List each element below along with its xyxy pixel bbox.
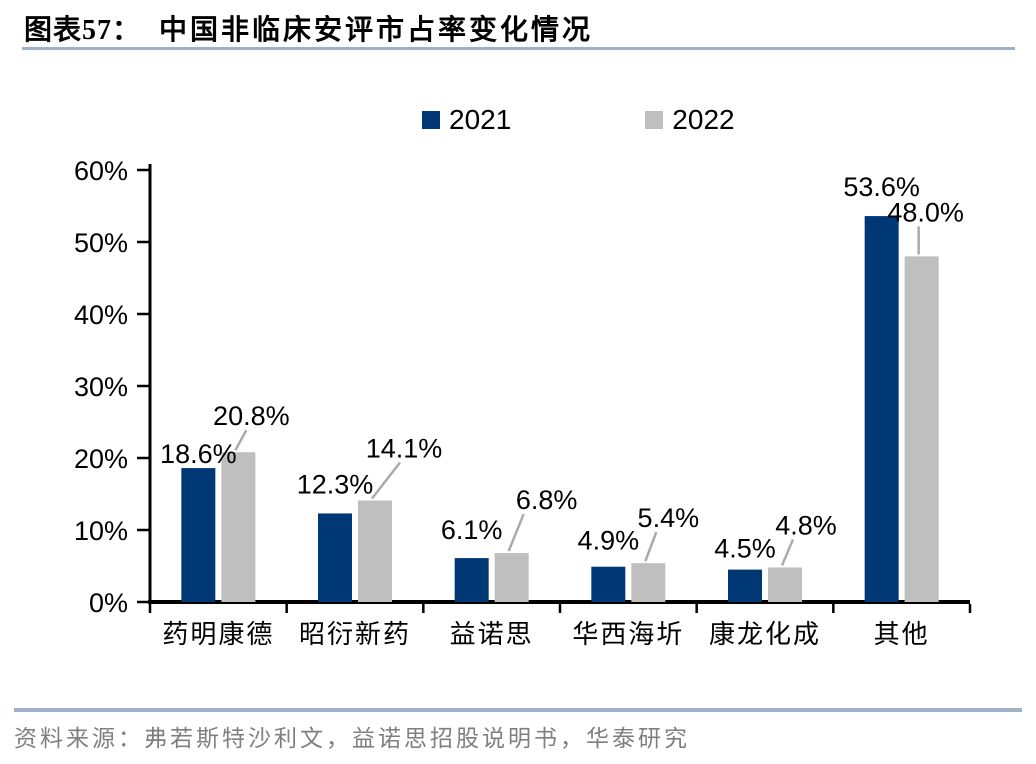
category-label-5: 其他 <box>874 619 930 649</box>
y-tick-label: 60% <box>74 156 128 186</box>
data-label-2021-3: 4.9% <box>578 526 640 556</box>
category-label-1: 昭衍新药 <box>299 619 411 649</box>
y-tick-label: 0% <box>89 588 128 618</box>
leader-line-1 <box>371 461 401 500</box>
data-label-2021-1: 12.3% <box>297 469 374 499</box>
y-tick-label: 50% <box>74 228 128 258</box>
legend-item-2021: 2021 <box>422 104 511 136</box>
data-label-2022-3: 5.4% <box>638 503 700 533</box>
legend-label-2021: 2021 <box>449 104 512 135</box>
data-label-2022-5: 48.0% <box>887 197 964 227</box>
y-tick-label: 30% <box>74 372 128 402</box>
category-label-4: 康龙化成 <box>709 619 821 649</box>
leader-line-3 <box>644 531 658 562</box>
data-label-2021-4: 4.5% <box>714 534 776 564</box>
leader-line-2 <box>507 513 525 552</box>
figure-label: 图表57： <box>24 15 142 46</box>
bar-2021-0 <box>181 468 216 602</box>
bar-2022-0 <box>221 452 256 602</box>
legend-item-2022: 2022 <box>645 104 735 136</box>
data-label-2022-0: 20.8% <box>213 401 290 431</box>
category-label-3: 华西海圻 <box>572 619 684 649</box>
bar-2022-5 <box>904 256 939 602</box>
data-label-2021-5: 53.6% <box>843 172 920 202</box>
data-label-2021-2: 6.1% <box>441 515 503 545</box>
figure-title-text: 中国非临床安评市占率变化情况 <box>159 15 594 46</box>
y-tick-label: 40% <box>74 300 128 330</box>
chart-legend: 2021 2022 <box>422 104 735 136</box>
bar-2022-3 <box>631 563 666 602</box>
data-label-2021-0: 18.6% <box>160 439 237 469</box>
category-label-0: 药明康德 <box>162 619 274 649</box>
title-divider <box>22 47 1015 50</box>
leader-line-0 <box>234 429 248 451</box>
bar-2021-1 <box>318 513 352 602</box>
leader-line-4 <box>780 538 795 566</box>
legend-label-2022: 2022 <box>672 104 735 135</box>
bar-2022-2 <box>494 553 529 602</box>
data-label-2022-1: 14.1% <box>366 433 443 463</box>
data-label-2022-4: 4.8% <box>775 510 837 540</box>
bar-2021-3 <box>591 566 626 602</box>
legend-swatch-2022 <box>645 111 664 129</box>
source-note: 资料来源：弗若斯特沙利文，益诺思招股说明书，华泰研究 <box>14 719 690 753</box>
bar-2021-5 <box>864 216 899 602</box>
source-text: 资料来源：弗若斯特沙利文，益诺思招股说明书，华泰研究 <box>14 726 690 751</box>
source-divider <box>14 708 1022 712</box>
bar-2022-4 <box>768 567 802 602</box>
y-tick-label: 20% <box>74 444 128 474</box>
figure-title: 图表57： 中国非临床安评市占率变化情况 <box>24 8 593 48</box>
legend-swatch-2021 <box>422 111 440 129</box>
bar-2021-4 <box>728 569 762 602</box>
bar-2021-2 <box>454 558 489 602</box>
category-label-2: 益诺思 <box>450 619 534 649</box>
y-tick-label: 10% <box>74 516 128 546</box>
bar-2022-1 <box>358 500 392 602</box>
data-label-2022-2: 6.8% <box>516 485 578 515</box>
